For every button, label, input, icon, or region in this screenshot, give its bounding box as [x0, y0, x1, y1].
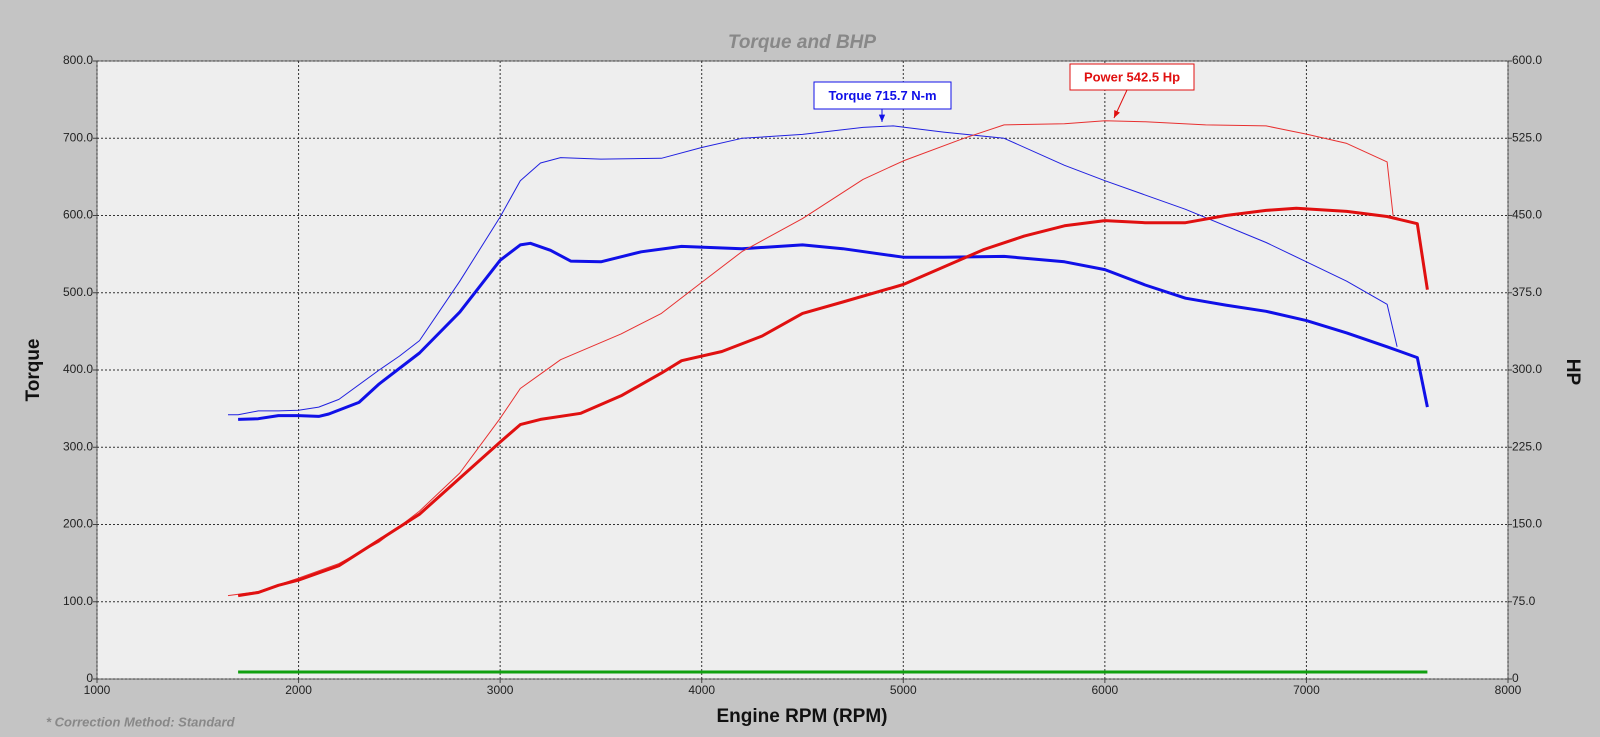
x-tick-label: 5000	[890, 683, 917, 697]
footnote: * Correction Method: Standard	[46, 714, 236, 729]
y-tick-label: 200.0	[63, 517, 93, 531]
annotation-arrowhead	[1114, 110, 1120, 118]
annotation-box	[1069, 63, 1195, 91]
x-tick-label: 4000	[688, 683, 715, 697]
series-line	[228, 125, 1398, 416]
annotation-text: Torque 715.7 N-m	[828, 88, 936, 103]
annotation-arrowhead	[878, 114, 886, 122]
y2-tick-label: 150.0	[1512, 517, 1542, 531]
y2-tick-label: 300.0	[1512, 362, 1542, 376]
y2-tick-label: 600.0	[1512, 53, 1542, 67]
y2-tick-label: 0	[1512, 671, 1519, 685]
x-tick-label: 6000	[1092, 683, 1119, 697]
y-tick-label: 800.0	[63, 53, 93, 67]
x-tick-label: 2000	[285, 683, 312, 697]
annotation-text: Power 542.5 Hp	[1084, 69, 1180, 84]
x-axis-title: Engine RPM (RPM)	[717, 706, 888, 727]
y2-tick-label: 225.0	[1512, 439, 1542, 453]
annotation-box	[813, 81, 952, 110]
series-line	[238, 241, 1429, 421]
x-tick-label: 3000	[487, 683, 514, 697]
y2-tick-label: 375.0	[1512, 285, 1542, 299]
y-tick-label: 100.0	[63, 594, 93, 608]
y2-tick-label: 450.0	[1512, 208, 1542, 222]
y2-tick-label: 525.0	[1512, 130, 1542, 144]
y2-axis-title: HP	[1562, 359, 1583, 386]
x-tick-label: 1000	[84, 683, 111, 697]
y-tick-label: 300.0	[63, 439, 93, 453]
x-tick-label: 8000	[1495, 683, 1522, 697]
y-axis-title: Torque	[23, 339, 44, 402]
y-tick-label: 600.0	[63, 208, 93, 222]
y-tick-label: 400.0	[63, 362, 93, 376]
x-tick-label: 7000	[1293, 683, 1320, 697]
y2-tick-label: 75.0	[1512, 594, 1536, 608]
series-line	[237, 206, 1429, 598]
y-tick-label: 500.0	[63, 285, 93, 299]
y-tick-label: 700.0	[63, 130, 93, 144]
chart-title: Torque and BHP	[728, 32, 876, 53]
y-tick-label: 0	[86, 671, 93, 685]
